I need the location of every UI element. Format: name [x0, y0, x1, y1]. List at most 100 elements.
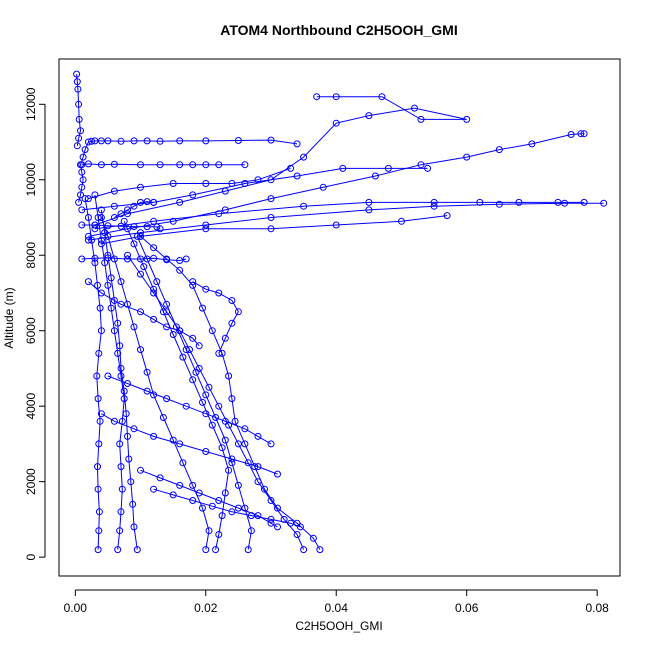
- data-point: [75, 134, 83, 142]
- data-point: [476, 198, 484, 206]
- data-point: [91, 225, 99, 233]
- data-point: [247, 512, 255, 520]
- data-point: [300, 153, 308, 161]
- data-point: [77, 191, 84, 199]
- data-point: [94, 281, 101, 289]
- data-point: [261, 485, 268, 493]
- data-point: [176, 257, 184, 264]
- data-point: [163, 308, 171, 316]
- data-point: [182, 255, 190, 263]
- data-point: [104, 281, 112, 289]
- series-4: [97, 214, 213, 554]
- data-point: [107, 274, 115, 282]
- series-line: [78, 139, 298, 203]
- data-point: [97, 289, 105, 297]
- data-point: [495, 200, 503, 208]
- series-line: [81, 163, 245, 166]
- data-point: [199, 304, 206, 312]
- data-point: [127, 478, 135, 486]
- data-point: [110, 202, 118, 210]
- data-point: [430, 202, 438, 210]
- data-point: [247, 527, 255, 535]
- series-8: [137, 232, 324, 554]
- data-point: [254, 176, 262, 184]
- data-point: [241, 180, 249, 187]
- data-point: [176, 161, 184, 169]
- data-point: [176, 266, 184, 274]
- data-point: [528, 140, 536, 148]
- data-point: [234, 481, 242, 489]
- data-point: [140, 263, 148, 271]
- data-point: [143, 198, 151, 206]
- data-point: [208, 327, 216, 335]
- data-point: [300, 202, 308, 210]
- data-point: [577, 130, 585, 138]
- data-point: [332, 93, 340, 101]
- data-point: [88, 137, 96, 145]
- data-point: [231, 417, 239, 425]
- series-line: [136, 236, 252, 550]
- data-point: [378, 93, 386, 101]
- data-point: [129, 500, 137, 508]
- x-axis: 0.00 0.02 0.04 0.06 0.08: [64, 589, 609, 615]
- series-11: [84, 130, 588, 240]
- data-point: [554, 198, 562, 206]
- data-point: [117, 364, 125, 372]
- data-point: [332, 221, 340, 229]
- plot-area: [73, 70, 608, 554]
- data-point: [228, 297, 236, 304]
- data-point: [221, 417, 229, 425]
- data-point: [244, 546, 252, 554]
- data-point: [124, 255, 131, 263]
- data-point: [95, 508, 103, 516]
- data-point: [117, 300, 125, 308]
- data-point: [202, 221, 210, 229]
- data-point: [104, 254, 112, 262]
- data-point: [169, 436, 177, 444]
- series-line: [127, 254, 305, 550]
- data-point: [274, 523, 281, 531]
- y-tick-label: 4000: [24, 393, 38, 420]
- data-point: [75, 100, 83, 108]
- data-point: [319, 183, 327, 191]
- data-point: [97, 214, 105, 221]
- data-point: [117, 222, 125, 230]
- series-10: [78, 160, 249, 169]
- series-line: [88, 202, 604, 241]
- data-point: [81, 195, 89, 203]
- data-point: [117, 372, 125, 380]
- data-point: [84, 278, 92, 286]
- data-point: [202, 225, 210, 233]
- series-22: [84, 278, 203, 350]
- data-point: [371, 172, 379, 180]
- data-point: [287, 164, 295, 172]
- data-point: [122, 410, 130, 418]
- data-point: [600, 199, 608, 207]
- data-point: [199, 504, 206, 512]
- data-point: [104, 137, 112, 145]
- data-point: [463, 153, 471, 161]
- data-point: [309, 534, 317, 542]
- data-point: [114, 546, 122, 554]
- data-point: [94, 395, 102, 403]
- series-line: [81, 224, 161, 230]
- data-point: [189, 161, 197, 169]
- data-point: [73, 142, 81, 150]
- data-point: [75, 198, 83, 206]
- data-point: [96, 304, 104, 312]
- data-point: [137, 308, 144, 316]
- data-point: [274, 504, 281, 512]
- data-point: [114, 349, 122, 357]
- data-point: [176, 198, 184, 206]
- data-point: [241, 161, 249, 169]
- data-point: [91, 221, 99, 229]
- data-point: [189, 278, 197, 286]
- data-point: [96, 417, 104, 425]
- data-point: [365, 198, 373, 206]
- data-point: [137, 466, 144, 474]
- data-point: [267, 195, 275, 203]
- data-point: [267, 136, 275, 144]
- data-point: [130, 202, 138, 210]
- y-axis: 0 2000 4000 6000 8000 10000 12000: [24, 87, 46, 560]
